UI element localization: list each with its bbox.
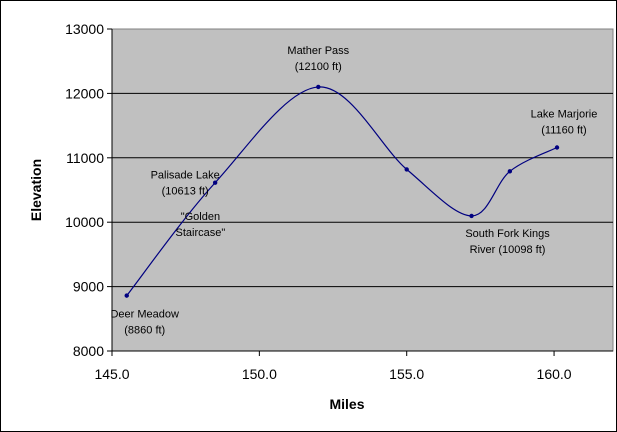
gridlines <box>112 92 613 288</box>
y-tick-label: 10000 <box>65 214 104 230</box>
series-line-layer <box>126 86 558 296</box>
data-point-marker <box>469 213 474 219</box>
annotation-line: Lake Marjorie <box>531 108 598 120</box>
data-point-marker <box>404 167 409 172</box>
annotation-line: Staircase" <box>176 227 226 239</box>
y-tick-label: 11000 <box>66 150 104 166</box>
annotation-line: (8860 ft) <box>124 325 165 337</box>
annotation-label: "Golden Staircase" <box>176 211 226 239</box>
data-markers <box>124 84 560 298</box>
annotations: Deer Meadow (8860 ft) Palisade Lake (10613 … <box>110 45 597 337</box>
y-tick-label: 13000 <box>65 21 104 37</box>
data-point-marker <box>554 145 560 150</box>
x-axis-title: Miles <box>329 396 364 412</box>
x-axis-ticks: 145.0 150.0 155.0 160.0 <box>94 350 613 382</box>
annotation-line: Deer Meadow <box>110 309 179 321</box>
series-line-0 <box>126 86 558 296</box>
y-axis-title: Elevation <box>28 159 44 221</box>
y-axis-ticks: 8000 9000 10000 11000 12000 13000 <box>65 21 113 359</box>
data-point-marker <box>212 180 218 185</box>
x-tick-label: 145.0 <box>94 366 129 382</box>
annotation-line: "Golden <box>181 211 220 223</box>
annotation-line: South Fork Kings <box>465 228 550 240</box>
annotation-line: (11160 ft) <box>541 124 586 136</box>
data-point-marker <box>507 169 513 174</box>
annotation-label: South Fork Kings River (10098 ft) <box>465 228 550 256</box>
annotation-label: Palisade Lake (10613 ft) <box>151 170 220 198</box>
annotation-line: (12100 ft) <box>295 61 342 73</box>
plot-area <box>111 28 614 352</box>
annotation-label: Mather Pass (12100 ft) <box>287 45 349 73</box>
annotation-label: Lake Marjorie (11160 ft) <box>531 108 598 136</box>
data-point-marker <box>316 84 321 90</box>
y-tick-label: 9000 <box>73 279 104 295</box>
annotation-line: Palisade Lake <box>151 170 220 182</box>
x-tick-label: 155.0 <box>389 366 424 382</box>
x-tick-label: 150.0 <box>242 366 277 382</box>
annotation-line: Mather Pass <box>287 45 349 57</box>
y-tick-label: 12000 <box>65 85 104 101</box>
annotation-line: (10613 ft) <box>162 186 209 198</box>
annotation-label: Deer Meadow (8860 ft) <box>110 309 179 337</box>
x-tick-label: 160.0 <box>537 366 572 382</box>
data-point-marker <box>124 293 129 298</box>
y-tick-label: 8000 <box>73 343 104 359</box>
annotation-line: River (10098 ft) <box>470 244 546 256</box>
